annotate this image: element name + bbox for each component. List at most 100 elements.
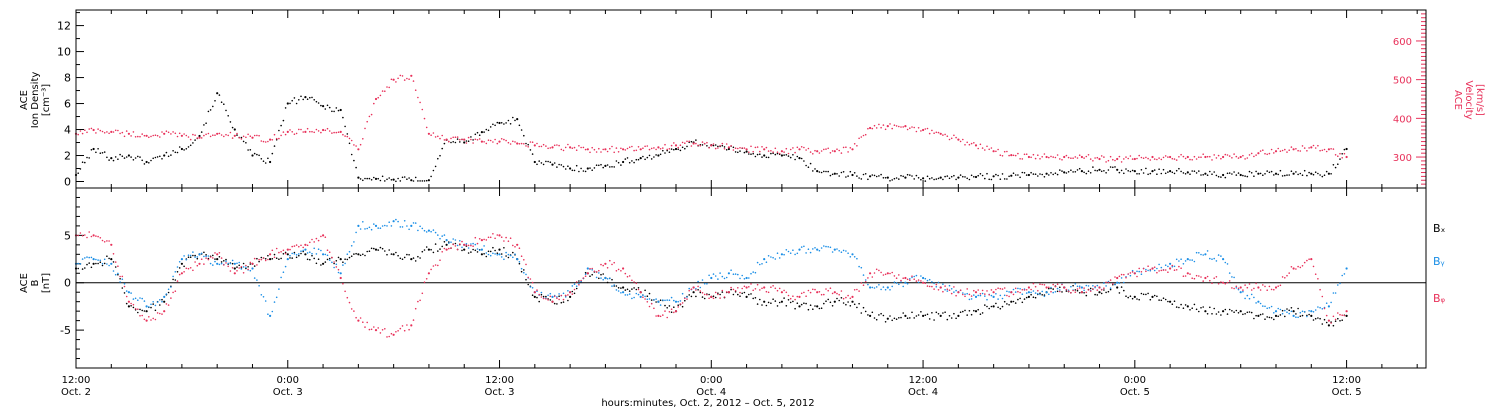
- velocity-sample: [706, 141, 708, 144]
- bz-sample: [487, 236, 490, 239]
- by-sample: [148, 306, 150, 308]
- velocity-sample: [856, 145, 858, 147]
- bx-point: [339, 258, 342, 261]
- bz-point: [1257, 286, 1260, 289]
- bz-sample: [1246, 286, 1249, 289]
- density-sample: [454, 141, 457, 144]
- velocity-sample: [995, 150, 997, 153]
- bz-sample: [139, 315, 141, 317]
- bz-sample: [988, 294, 990, 296]
- velocity-sample: [137, 135, 139, 138]
- bz-sample: [743, 285, 746, 288]
- bz-point: [957, 291, 960, 294]
- by-point: [1045, 291, 1048, 294]
- density-sample: [247, 149, 249, 151]
- density-sample: [489, 126, 492, 128]
- velocity-sample: [589, 151, 591, 154]
- velocity-point: [763, 148, 766, 151]
- velocity-tick-label: 300: [1393, 153, 1412, 164]
- by-sample: [820, 247, 823, 249]
- velocity-sample: [1114, 159, 1116, 162]
- by-sample: [298, 253, 300, 255]
- bz-sample: [673, 311, 675, 314]
- bx-sample: [485, 255, 488, 258]
- density-sample: [366, 177, 369, 180]
- velocity-sample: [454, 136, 457, 138]
- density-point: [392, 178, 395, 181]
- bz-sample: [995, 288, 997, 291]
- bx-sample: [368, 250, 371, 252]
- velocity-sample: [858, 137, 860, 140]
- bz-sample: [331, 256, 333, 259]
- bx-sample: [931, 312, 933, 314]
- bz-sample: [1175, 269, 1178, 271]
- by-sample: [1147, 269, 1149, 272]
- by-sample: [1231, 276, 1233, 278]
- density-sample: [1129, 170, 1132, 173]
- by-sample: [1039, 293, 1041, 296]
- bx-sample: [381, 247, 384, 250]
- density-sample: [1070, 169, 1072, 171]
- density-sample: [613, 166, 615, 168]
- by-point: [163, 295, 166, 298]
- bz-sample: [1215, 276, 1218, 278]
- density-sample: [300, 95, 302, 98]
- bx-sample: [743, 291, 746, 294]
- bx-sample: [637, 287, 640, 289]
- velocity-sample: [1332, 148, 1335, 150]
- bx-sample: [739, 295, 741, 298]
- density-sample: [1175, 169, 1178, 172]
- bz-sample: [962, 293, 964, 296]
- velocity-sample: [849, 147, 852, 149]
- by-sample: [337, 271, 340, 274]
- density-sample: [628, 161, 631, 164]
- velocity-sample: [759, 150, 761, 153]
- density-sample: [591, 169, 593, 171]
- density-sample: [403, 176, 406, 178]
- bx-sample: [591, 273, 593, 276]
- bx-sample: [143, 310, 146, 312]
- bz-sample: [613, 261, 615, 264]
- velocity-sample: [456, 136, 459, 138]
- by-sample: [331, 261, 333, 264]
- velocity-sample: [432, 132, 435, 134]
- bz-sample: [174, 290, 177, 293]
- by-sample: [90, 256, 93, 259]
- by-point: [851, 253, 854, 256]
- bz-point: [110, 243, 113, 246]
- bx-sample: [309, 258, 311, 261]
- bx-sample: [1321, 323, 1324, 325]
- velocity-sample: [1067, 156, 1070, 159]
- velocity-sample: [315, 128, 318, 131]
- bx-point: [427, 248, 430, 251]
- bz-point: [727, 291, 731, 294]
- density-sample: [600, 163, 602, 166]
- velocity-point: [922, 128, 925, 132]
- density-sample: [350, 153, 353, 156]
- velocity-sample: [600, 151, 602, 153]
- bz-sample: [878, 269, 880, 272]
- velocity-sample: [362, 138, 364, 140]
- bx-sample: [688, 294, 690, 296]
- by-sample: [203, 255, 205, 258]
- velocity-sample: [419, 101, 421, 104]
- velocity-point: [110, 130, 113, 133]
- bx-sample: [1014, 302, 1017, 304]
- density-sample: [291, 99, 294, 102]
- bz-sample: [765, 290, 768, 293]
- bx-point: [304, 253, 307, 256]
- density-sample: [1037, 175, 1039, 177]
- velocity-sample: [1129, 155, 1132, 157]
- bx-sample: [842, 302, 845, 304]
- velocity-sample: [368, 115, 371, 118]
- bz-sample: [761, 287, 763, 290]
- bx-sample: [280, 257, 282, 260]
- bx-sample: [245, 267, 247, 270]
- density-point: [1098, 168, 1101, 171]
- velocity-point: [604, 148, 607, 151]
- velocity-sample: [500, 138, 503, 140]
- bz-sample: [99, 237, 102, 239]
- by-sample: [1019, 288, 1021, 290]
- bz-sample: [170, 297, 172, 299]
